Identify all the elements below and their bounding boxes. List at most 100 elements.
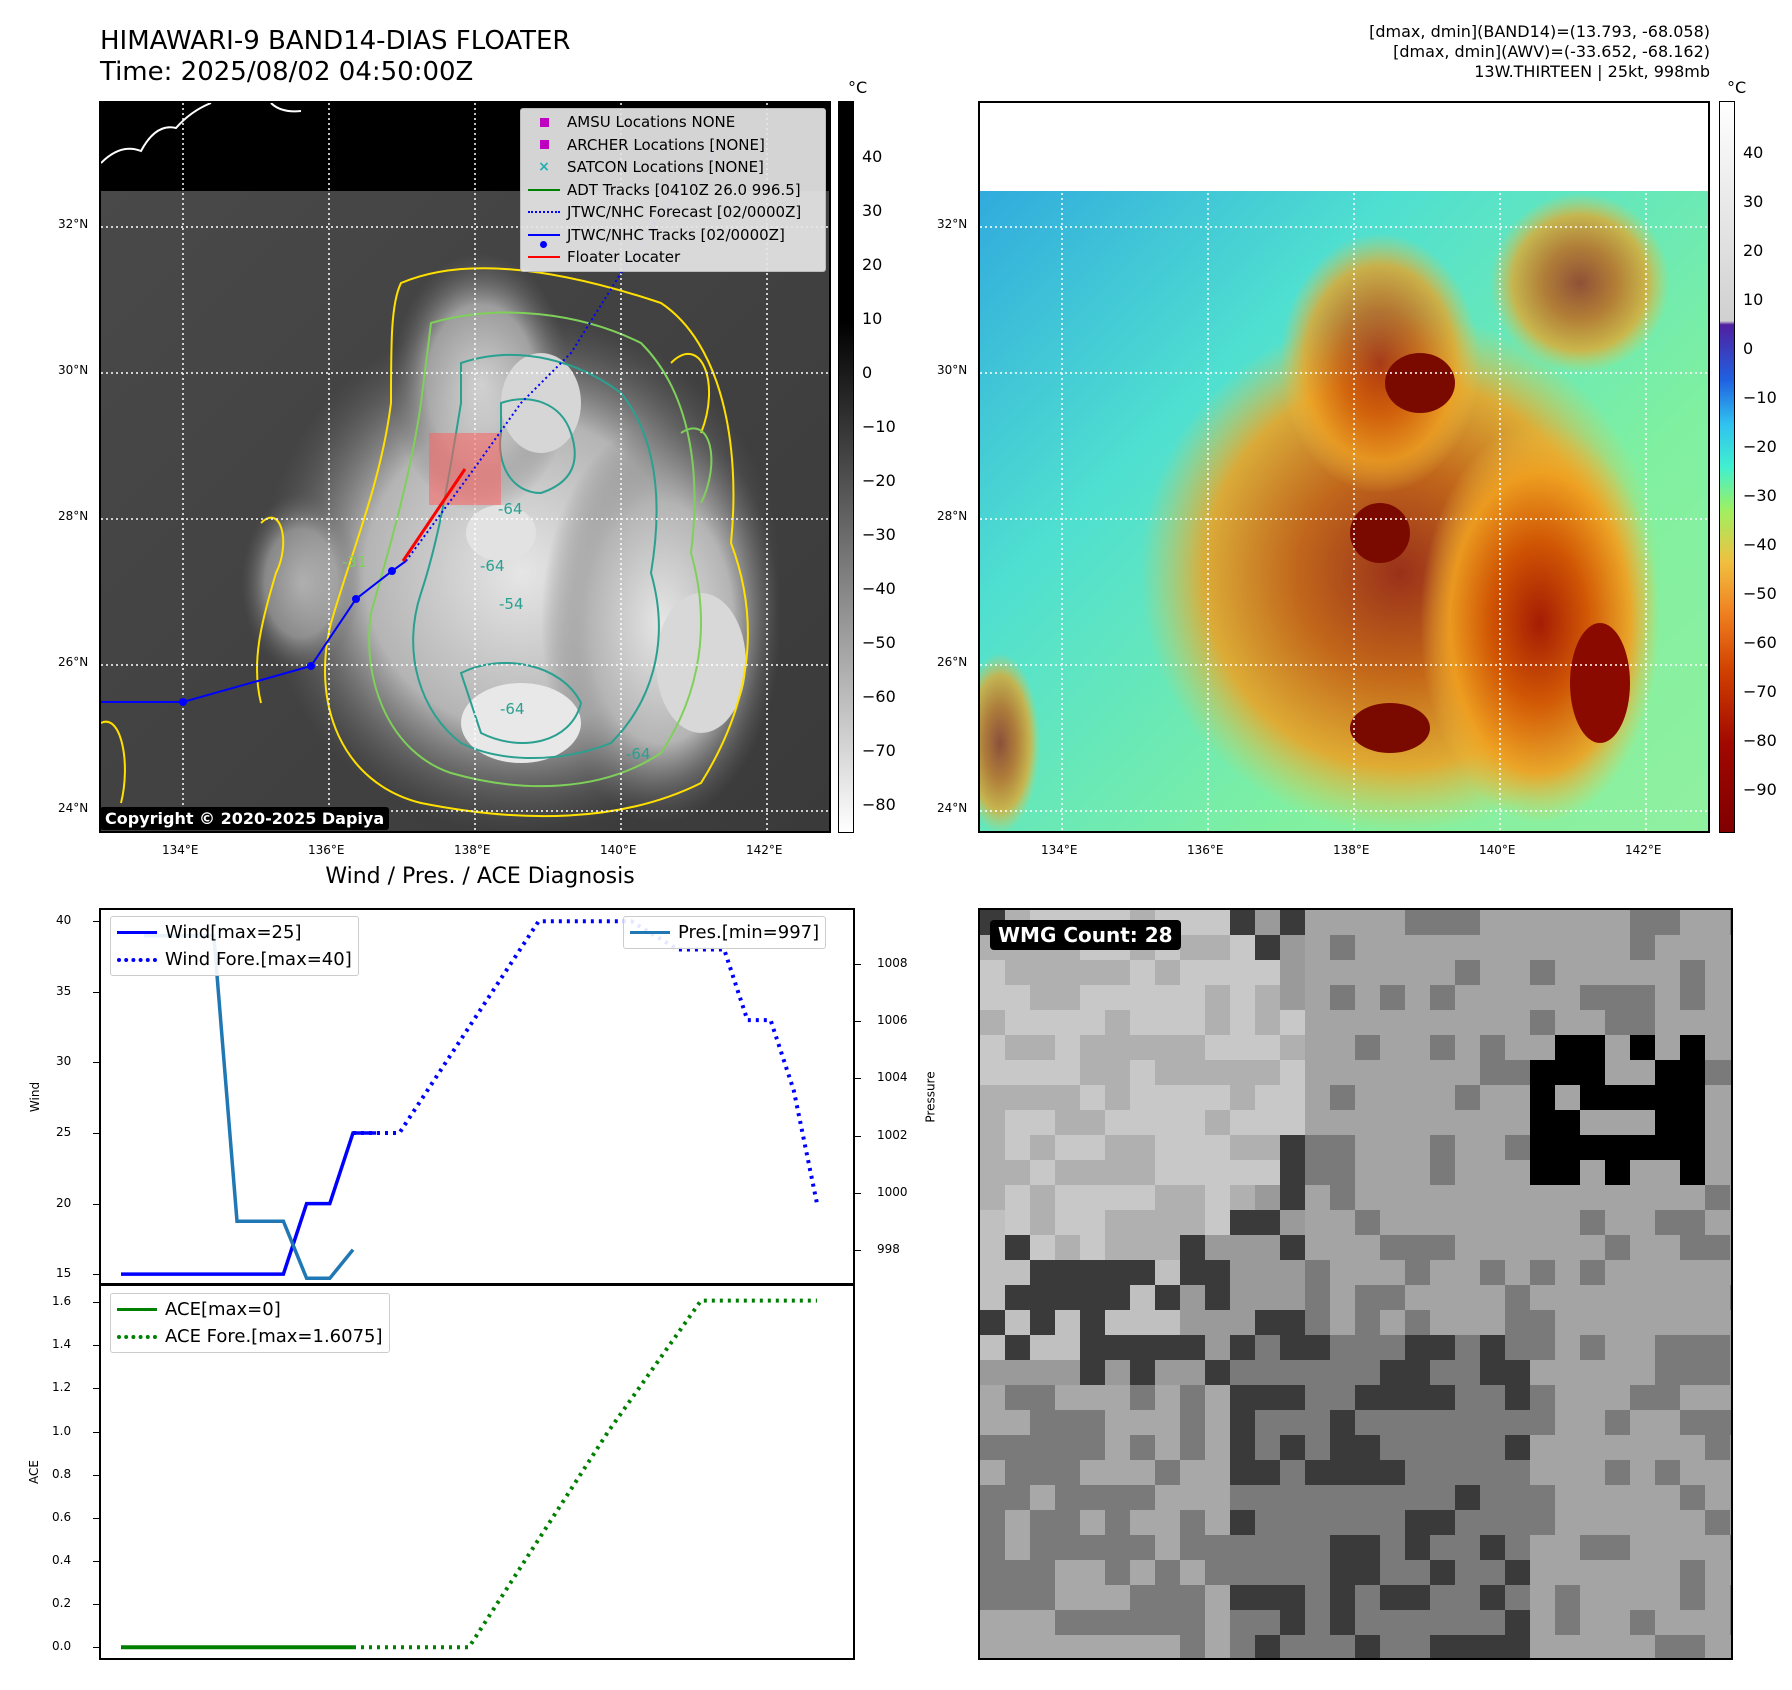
wmg-cell [1180,1360,1205,1385]
wmg-cell [1305,1010,1330,1035]
wmg-cell [1105,1260,1130,1285]
wmg-cell [1330,1560,1355,1585]
ace-ytick: 0.0 [52,1639,72,1654]
wmg-cell [1080,985,1105,1010]
wmg-cell [1330,1460,1355,1485]
wmg-cell [1055,1610,1080,1635]
wmg-cell [1655,1585,1680,1610]
wmg-cell [1130,1435,1155,1460]
wmg-cell [1380,1610,1405,1635]
wmg-cell [1555,1560,1580,1585]
wmg-cell [1430,1210,1455,1235]
wmg-cell [980,1010,1005,1035]
wmg-cell [980,960,1005,985]
ace-ytick: 1.2 [52,1380,72,1395]
wmg-cell [1705,1460,1730,1485]
wmg-cell [1555,1385,1580,1410]
wmg-cell [1705,1585,1730,1610]
colorbar-right-tick: −40 [1743,535,1777,554]
wmg-cell [1505,1210,1530,1235]
wmg-cell [1055,1060,1080,1085]
wmg-cell [1105,1435,1130,1460]
wmg-cell [1105,1285,1130,1310]
wmg-cell [1680,1360,1705,1385]
wmg-cell [1080,1185,1105,1210]
wmg-cell [1730,1210,1731,1235]
wmg-cell [980,1210,1005,1235]
wmg-cell [1555,1510,1580,1535]
wmg-cell [1180,935,1205,960]
wmg-cell [1455,1610,1480,1635]
wmg-cell [1355,1360,1380,1385]
wmg-cell [1480,1135,1505,1160]
wmg-cell [1030,1260,1055,1285]
wmg-cell [1180,1235,1205,1260]
wmg-cell [1005,1160,1030,1185]
colorbar-left-tick: 30 [862,201,883,220]
wmg-cell [1705,1335,1730,1360]
wmg-cell [1455,935,1480,960]
wmg-cell [1405,1360,1430,1385]
wmg-cell [1080,1160,1105,1185]
wmg-cell [1480,1560,1505,1585]
wmg-cell [1155,1060,1180,1085]
wmg-cell [1655,1510,1680,1535]
wmg-cell [1480,1185,1505,1210]
wmg-cell [1530,1085,1555,1110]
wmg-cell [1130,1560,1155,1585]
pressure-ytick-mark [855,1078,861,1080]
wmg-cell [980,1260,1005,1285]
wmg-cell [1230,1510,1255,1535]
wmg-cell [1730,1535,1731,1560]
wmg-cell [1180,1110,1205,1135]
wmg-cell [1730,1410,1731,1435]
wmg-cell [1055,1560,1080,1585]
wmg-cell [980,1060,1005,1085]
legend-wind: Wind[max=25] [117,919,352,946]
wmg-cell [1705,1135,1730,1160]
wmg-cell [1255,1135,1280,1160]
wmg-cell [980,1285,1005,1310]
wmg-cell [1055,1160,1080,1185]
wmg-cell [1555,1060,1580,1085]
wmg-cell [980,1560,1005,1585]
wmg-cell [1680,935,1705,960]
wmg-cell [1430,1060,1455,1085]
wmg-cell [1005,1260,1030,1285]
wmg-cell [1455,1135,1480,1160]
wmg-cell [1505,1435,1530,1460]
wmg-cell [1030,1110,1055,1135]
contour-label: -54 [499,595,524,613]
colorbar-left-tick: 20 [862,255,883,274]
wmg-cell [1205,1410,1230,1435]
colorbar-right-tick: −10 [1743,388,1777,407]
wmg-cell [1405,1285,1430,1310]
wmg-cell [1130,1535,1155,1560]
wmg-cell [1380,1285,1405,1310]
wmg-cell [1680,1310,1705,1335]
wmg-cell [1630,1310,1655,1335]
wmg-cell [1030,1410,1055,1435]
wmg-cell [1055,1235,1080,1260]
wmg-cell [1430,1035,1455,1060]
wmg-cell [1455,910,1480,935]
wmg-cell [1680,1460,1705,1485]
wmg-cell [1705,910,1730,935]
wmg-cell [1405,1260,1430,1285]
wmg-cell [1655,1010,1680,1035]
wmg-cell [1130,1110,1155,1135]
wmg-cell [1380,1535,1405,1560]
wmg-cell [1330,935,1355,960]
wmg-cell [1455,1085,1480,1110]
wmg-cell [1205,1435,1230,1460]
wmg-cell [980,1185,1005,1210]
wmg-cell [1680,1285,1705,1310]
wmg-cell [1130,1010,1155,1035]
wmg-cell [1180,1010,1205,1035]
wmg-cell [1330,1610,1355,1635]
wmg-cell [1155,960,1180,985]
wmg-cell [1055,1585,1080,1610]
wmg-cell [1555,1610,1580,1635]
wmg-cell [1080,1510,1105,1535]
info-block: [dmax, dmin](BAND14)=(13.793, -68.058) [… [1369,22,1710,82]
